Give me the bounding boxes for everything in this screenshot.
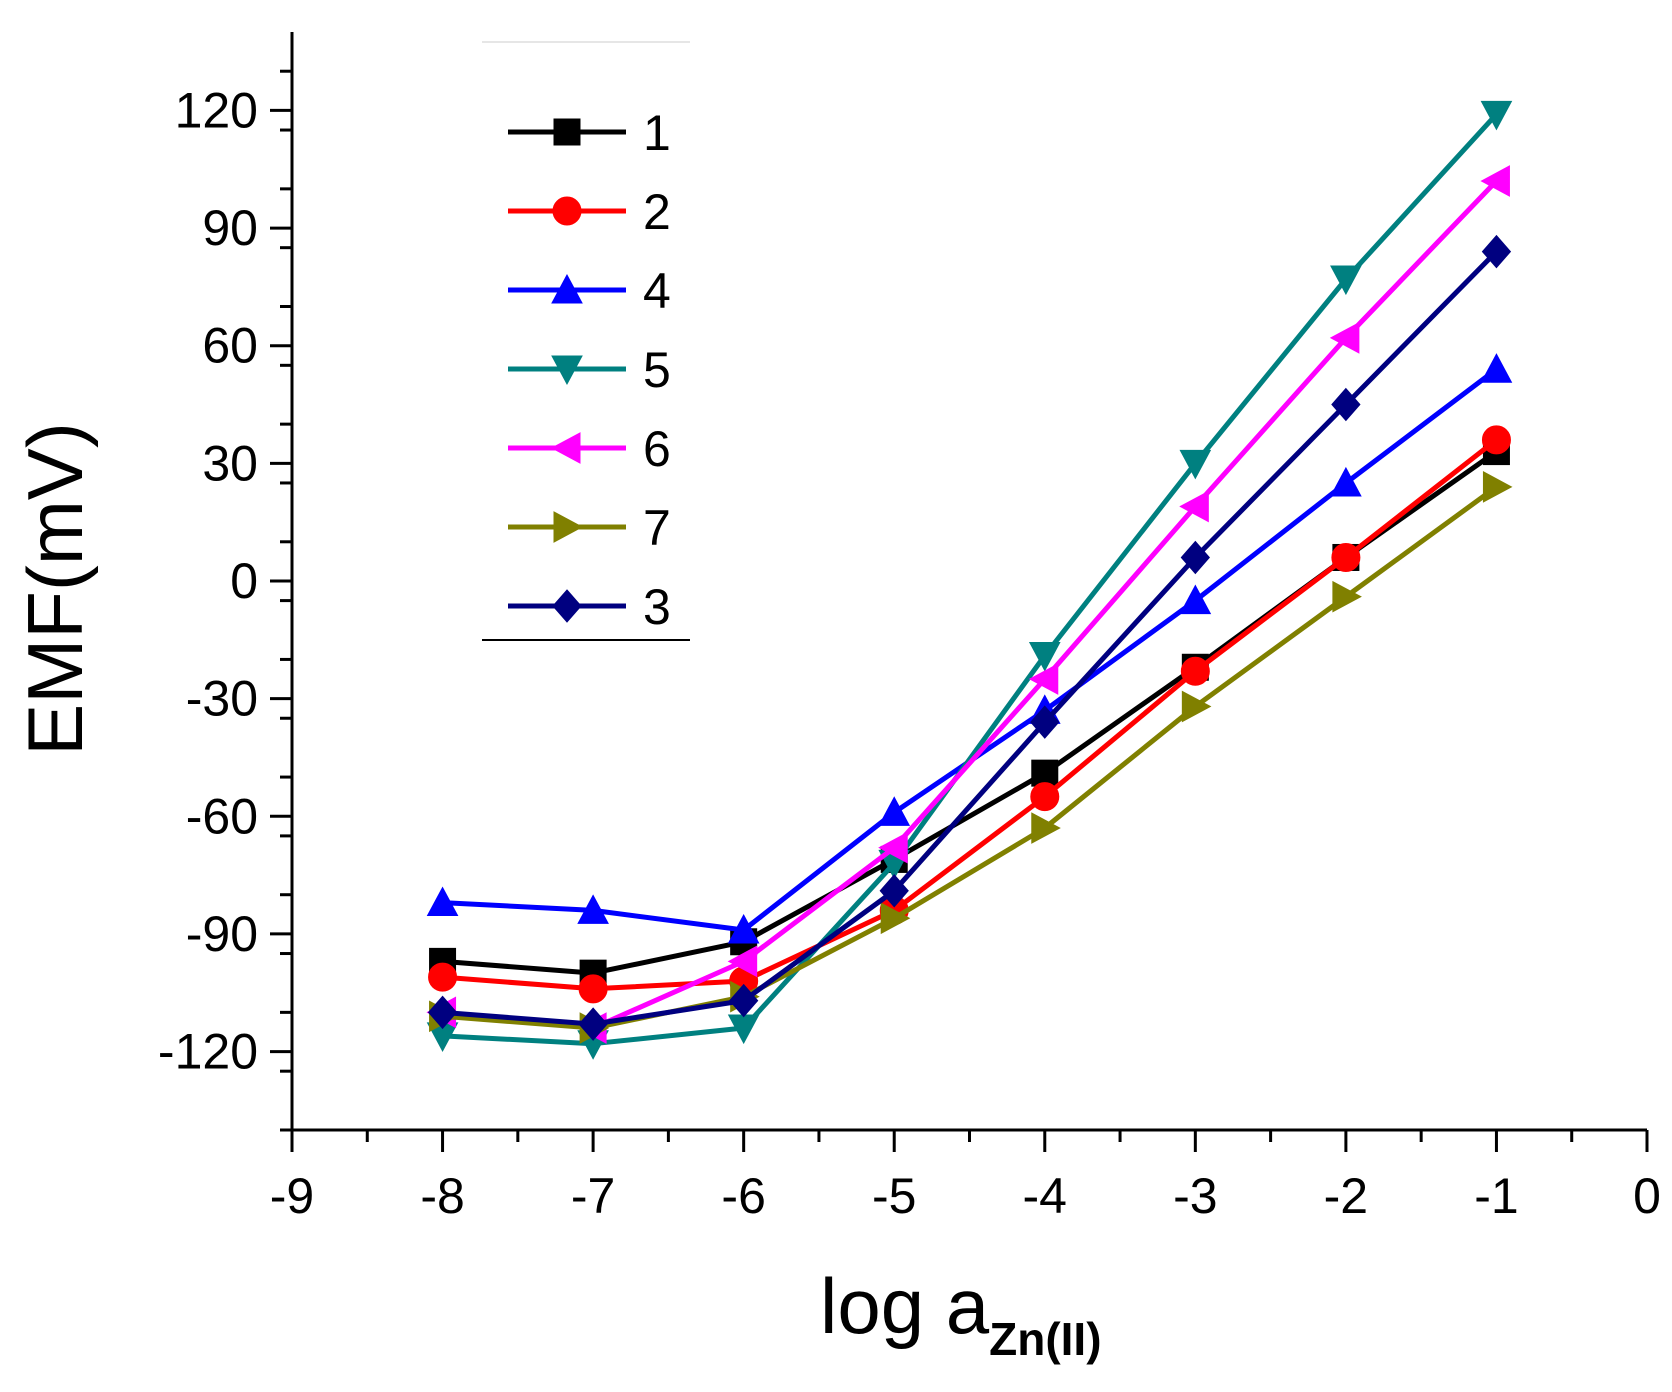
data-point-3	[1481, 234, 1512, 269]
series-line-6	[442, 179, 1499, 1031]
legend-label-7: 7	[643, 500, 671, 556]
series-3	[427, 234, 1512, 1041]
x-axis-title-main: log a	[820, 1262, 990, 1350]
legend-marker-5	[551, 355, 583, 386]
data-point-4	[426, 886, 459, 917]
y-tick-label: 60	[202, 318, 258, 374]
legend-label-6: 6	[643, 421, 671, 477]
legend-label-2: 2	[643, 184, 671, 240]
data-point-3	[1180, 540, 1210, 575]
data-point-7	[1031, 812, 1061, 844]
y-tick-label: 30	[202, 435, 258, 491]
series-7	[429, 471, 1513, 1044]
legend-marker-4	[551, 273, 583, 304]
series-line-2	[442, 437, 1498, 992]
x-axis-title-subscript: Zn(II)	[989, 1313, 1101, 1365]
data-point-4	[1179, 584, 1212, 615]
data-point-3	[1030, 705, 1060, 739]
data-point-2	[1481, 425, 1511, 455]
x-tick-label: -2	[1324, 1168, 1368, 1224]
data-point-2	[1030, 782, 1060, 812]
data-point-1	[1031, 759, 1059, 787]
data-point-5	[1179, 449, 1212, 480]
data-point-6	[727, 945, 758, 978]
legend-marker-2	[552, 196, 582, 226]
data-point-3	[729, 983, 759, 1018]
data-point-7	[1332, 580, 1362, 613]
data-point-5	[1480, 100, 1513, 131]
x-tick-label: -1	[1474, 1168, 1518, 1224]
data-point-4	[727, 913, 760, 944]
x-tick-label: -6	[721, 1168, 765, 1224]
y-ticks: -120 -90 -60 -30 0 30 60 90 120	[158, 69, 292, 1132]
series-line-1	[442, 449, 1498, 976]
x-axis-title: log aZn(II)	[820, 1262, 1102, 1365]
x-tick-label: 0	[1633, 1168, 1661, 1224]
y-tick-label: 120	[175, 82, 258, 138]
x-tick-label: -5	[872, 1168, 916, 1224]
data-point-2	[1331, 542, 1361, 572]
x-tick-label: -8	[420, 1168, 464, 1224]
y-tick-label: 90	[202, 200, 258, 256]
data-point-6	[878, 831, 908, 864]
data-point-3	[578, 1007, 608, 1041]
data-point-2	[1180, 656, 1210, 686]
series-line-4	[442, 367, 1498, 933]
data-point-6	[1179, 490, 1209, 523]
axes: -9 -8 -7 -6 -5 -4 -3 -2 -1 0 -120 -90 -60 -30 0 30 60 90…	[158, 32, 1661, 1224]
data-point-4	[1480, 353, 1513, 383]
x-tick-label: -7	[571, 1168, 615, 1224]
series-line-3	[442, 249, 1499, 1027]
legend-label-3: 3	[643, 579, 671, 635]
legend-label-4: 4	[643, 263, 671, 319]
series-line-7	[442, 484, 1498, 1031]
y-tick-label: -90	[186, 906, 258, 962]
series-line-5	[442, 112, 1499, 1047]
data-point-2	[428, 962, 458, 992]
data-point-6	[1480, 165, 1510, 197]
data-point-6	[1028, 663, 1059, 695]
series-5	[426, 100, 1513, 1060]
data-point-5	[1028, 642, 1061, 672]
data-point-4	[878, 796, 911, 826]
data-point-3	[1331, 387, 1361, 422]
x-ticks: -9 -8 -7 -6 -5 -4 -3 -2 -1 0	[270, 1130, 1661, 1224]
data-point-7	[1181, 690, 1212, 723]
legend-marker-3	[552, 589, 582, 623]
y-axis-title: EMF(mV)	[11, 422, 99, 756]
data-point-5	[1330, 265, 1362, 296]
x-tick-label: -3	[1173, 1168, 1217, 1224]
series-layer	[426, 100, 1513, 1060]
data-point-2	[578, 974, 608, 1004]
data-point-6	[1329, 322, 1360, 354]
data-point-7	[880, 902, 911, 935]
y-tick-label: -120	[158, 1024, 258, 1080]
data-point-4	[1330, 466, 1362, 497]
data-point-7	[1482, 471, 1513, 503]
legend-label-5: 5	[643, 342, 671, 398]
data-point-4	[577, 894, 609, 924]
legend-marker-1	[553, 118, 581, 146]
legend-label-1: 1	[643, 105, 671, 161]
data-point-3	[427, 995, 458, 1030]
legend-marker-6	[550, 432, 581, 464]
data-point-3	[879, 874, 909, 908]
y-tick-label: -30	[186, 671, 258, 727]
legend-marker-7	[553, 511, 584, 543]
x-tick-label: -4	[1023, 1168, 1067, 1224]
x-tick-label: -9	[270, 1168, 314, 1224]
legend: 1 2 4 5 6 7 3	[482, 41, 690, 641]
y-tick-label: -60	[186, 788, 258, 844]
y-tick-label: 0	[230, 553, 258, 609]
